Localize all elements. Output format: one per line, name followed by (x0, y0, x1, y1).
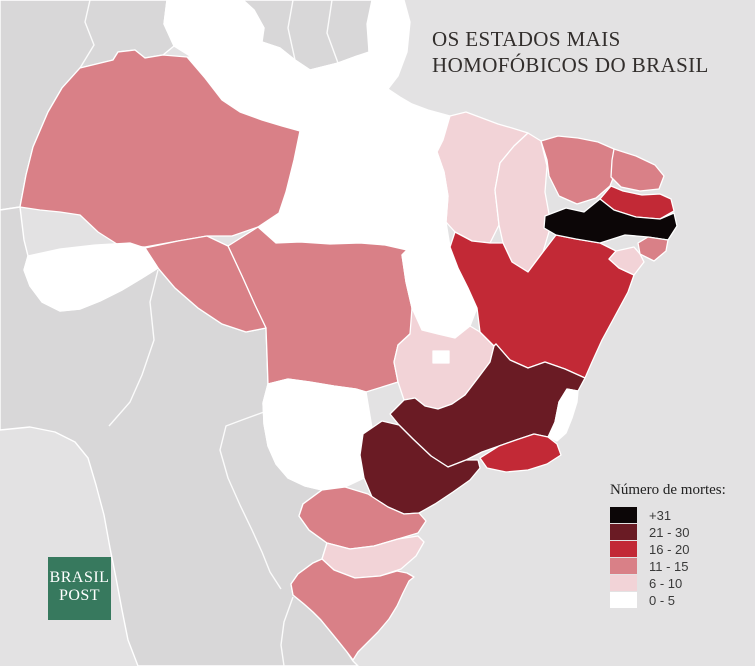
legend-swatch (610, 507, 637, 523)
legend-item: 16 - 20 (610, 541, 726, 557)
state-rio-de-janeiro (479, 433, 562, 473)
legend-item: 6 - 10 (610, 575, 726, 591)
country-border-lines (79, 0, 339, 666)
legend: Número de mortes: +31 21 - 30 16 - 20 11… (610, 482, 726, 609)
page-title: OS ESTADOS MAIS HOMOFÓBICOS DO BRASIL (432, 26, 742, 78)
logo-line-2: POST (58, 587, 101, 604)
state-amapa (366, 0, 411, 90)
state-rio-grande-do-sul (290, 558, 415, 661)
brazil-states (19, 0, 678, 661)
state-amazonas (19, 49, 301, 248)
title-line-2: HOMOFÓBICOS DO BRASIL (432, 53, 709, 77)
legend-label: 0 - 5 (649, 592, 676, 608)
state-pernambuco (543, 198, 678, 244)
legend-swatch (610, 592, 637, 608)
title-line-1: OS ESTADOS MAIS (432, 27, 621, 51)
legend-title: Número de mortes: (610, 482, 726, 498)
legend-label: +31 (649, 507, 672, 523)
state-espirito-santo (548, 388, 579, 442)
legend-item: 0 - 5 (610, 592, 726, 608)
logo-line-1: BRASIL (49, 569, 110, 586)
legend-item: 21 - 30 (610, 524, 726, 540)
state-rondonia (144, 235, 267, 333)
state-alagoas (637, 236, 669, 262)
legend-label: 16 - 20 (649, 541, 690, 557)
legend-label: 6 - 10 (649, 575, 683, 591)
brasil-post-logo: BRASIL POST (48, 557, 111, 620)
legend-item: 11 - 15 (610, 558, 726, 574)
legend-swatch (610, 524, 637, 540)
state-distrito-federal (432, 350, 450, 364)
legend-swatch (610, 575, 637, 591)
state-sergipe (608, 246, 645, 276)
state-acre (23, 242, 159, 312)
legend-label: 21 - 30 (649, 524, 690, 540)
state-rio-grande-do-norte (610, 148, 665, 192)
legend-swatch (610, 541, 637, 557)
state-ceara (540, 135, 618, 205)
state-parana (298, 486, 427, 550)
legend-label: 11 - 15 (649, 558, 689, 574)
state-roraima (163, 0, 265, 59)
legend-swatch (610, 558, 637, 574)
legend-item: +31 (610, 507, 726, 523)
